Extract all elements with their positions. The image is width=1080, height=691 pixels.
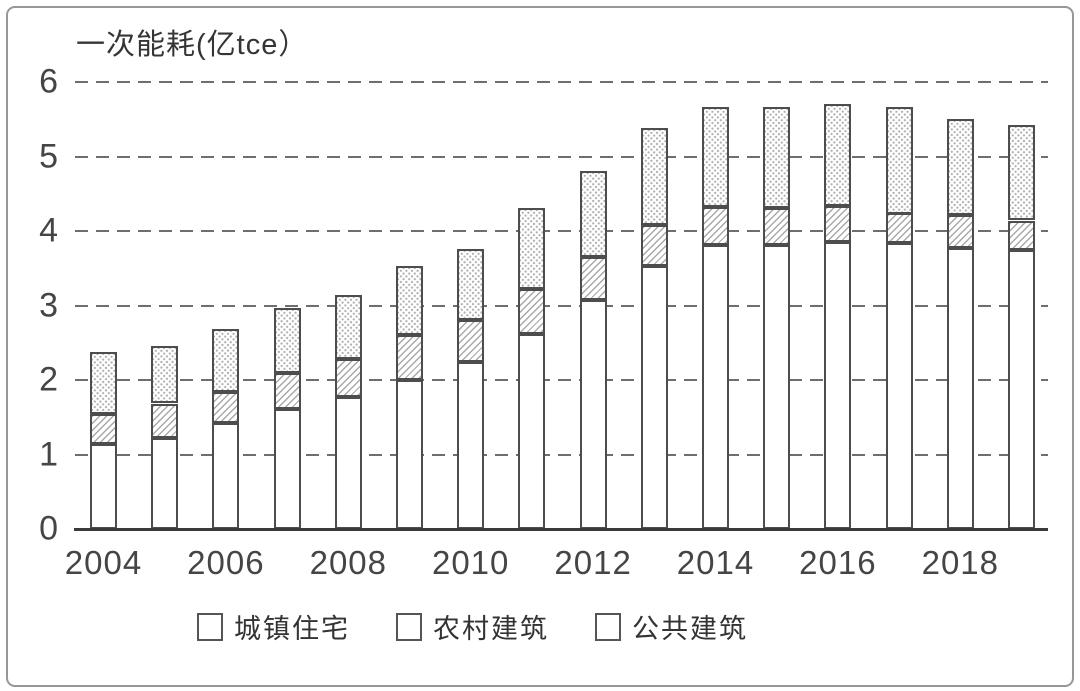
bar-2011-segment-public-buildings — [518, 208, 546, 289]
legend-item-urban-residential: 城镇住宅 — [197, 607, 350, 646]
bar-2004-segment-rural-buildings — [90, 414, 117, 444]
bar-2006-segment-public-buildings — [212, 329, 240, 392]
y-tick-label-0: 0 — [39, 509, 58, 548]
legend: 城镇住宅 农村建筑 公共建筑 — [197, 607, 748, 646]
legend-label: 城镇住宅 — [234, 614, 350, 644]
bar-2013-segment-public-buildings — [640, 128, 668, 225]
bar-2004-segment-urban-residential — [90, 444, 117, 529]
y-tick-label-5: 5 — [39, 137, 58, 175]
bar-2016-segment-urban-residential — [824, 242, 852, 529]
bar-2011-segment-urban-residential — [518, 334, 546, 529]
x-tick-label-2012: 2012 — [554, 544, 632, 581]
bar-2010-segment-public-buildings — [457, 249, 485, 320]
bar-2009-segment-urban-residential — [396, 380, 423, 529]
bar-2005-segment-rural-buildings — [151, 404, 179, 438]
gridline-y6 — [75, 81, 1048, 83]
bar-2005-segment-urban-residential — [151, 438, 179, 529]
bar-2011-segment-rural-buildings — [518, 289, 546, 334]
legend-swatch-dots — [595, 612, 621, 641]
bar-2018-segment-rural-buildings — [946, 215, 974, 248]
gridline-y5 — [75, 155, 1048, 158]
bar-2008-segment-urban-residential — [334, 397, 362, 529]
y-tick-label-1: 1 — [39, 435, 58, 473]
bar-2012-segment-urban-residential — [579, 300, 607, 529]
bar-2019-segment-urban-residential — [1008, 250, 1035, 529]
x-tick-label-2008: 2008 — [309, 544, 388, 581]
y-tick-label-6: 6 — [39, 62, 58, 101]
legend-swatch-plain — [197, 612, 223, 641]
bar-2017-segment-urban-residential — [885, 243, 913, 529]
bar-2014-segment-rural-buildings — [702, 207, 729, 245]
bar-2007-segment-public-buildings — [273, 308, 301, 373]
bar-2016-segment-public-buildings — [824, 104, 852, 206]
bar-2006-segment-urban-residential — [212, 423, 240, 529]
bar-2009-segment-public-buildings — [396, 266, 423, 335]
bar-2016-segment-rural-buildings — [824, 206, 852, 242]
bar-2018-segment-public-buildings — [946, 119, 974, 215]
x-tick-label-2018: 2018 — [921, 544, 1000, 581]
bar-2007-segment-rural-buildings — [273, 373, 301, 409]
bar-2014-segment-urban-residential — [702, 245, 729, 529]
x-tick-label-2006: 2006 — [187, 544, 265, 581]
y-tick-label-2: 2 — [39, 360, 58, 399]
legend-label: 公共建筑 — [632, 614, 748, 644]
y-tick-label-4: 4 — [39, 211, 58, 250]
legend-label: 农村建筑 — [433, 614, 549, 644]
bar-2007-segment-urban-residential — [273, 409, 301, 529]
bar-2009-segment-rural-buildings — [396, 335, 423, 380]
gridline-y2 — [75, 379, 1048, 381]
bar-2006-segment-rural-buildings — [212, 392, 240, 423]
x-tick-label-2014: 2014 — [676, 544, 755, 581]
bar-2019-segment-rural-buildings — [1008, 221, 1035, 250]
bar-2013-segment-rural-buildings — [640, 225, 668, 266]
bar-2010-segment-urban-residential — [457, 362, 485, 529]
gridline-y1 — [75, 453, 1048, 456]
bar-2017-segment-public-buildings — [885, 107, 913, 214]
gridline-y3 — [75, 304, 1048, 307]
x-tick-label-2004: 2004 — [64, 544, 143, 581]
legend-item-rural-buildings: 农村建筑 — [396, 607, 549, 646]
legend-item-public-buildings: 公共建筑 — [595, 607, 748, 646]
y-tick-label-3: 3 — [39, 286, 58, 324]
bar-2019-segment-public-buildings — [1008, 125, 1035, 220]
bar-2015-segment-public-buildings — [763, 107, 791, 208]
x-tick-label-2010: 2010 — [431, 544, 510, 581]
bar-2008-segment-rural-buildings — [334, 359, 362, 397]
bar-2014-segment-public-buildings — [702, 107, 729, 207]
bar-2005-segment-public-buildings — [151, 346, 179, 403]
bar-2010-segment-rural-buildings — [457, 320, 485, 362]
bar-2018-segment-urban-residential — [946, 248, 974, 529]
bar-2013-segment-urban-residential — [640, 266, 668, 529]
bar-2004-segment-public-buildings — [90, 352, 117, 414]
bar-2008-segment-public-buildings — [334, 295, 362, 359]
x-tick-label-2016: 2016 — [799, 544, 877, 581]
legend-swatch-hatch — [396, 612, 422, 641]
bar-2015-segment-rural-buildings — [763, 208, 791, 245]
bar-2017-segment-rural-buildings — [885, 213, 913, 243]
y-axis-title: 一次能耗(亿tce） — [76, 29, 309, 61]
bar-2012-segment-rural-buildings — [579, 257, 607, 300]
x-axis-baseline — [74, 528, 1048, 531]
bar-2015-segment-urban-residential — [763, 245, 791, 529]
bar-2012-segment-public-buildings — [579, 171, 607, 257]
gridline-y4 — [75, 230, 1048, 232]
